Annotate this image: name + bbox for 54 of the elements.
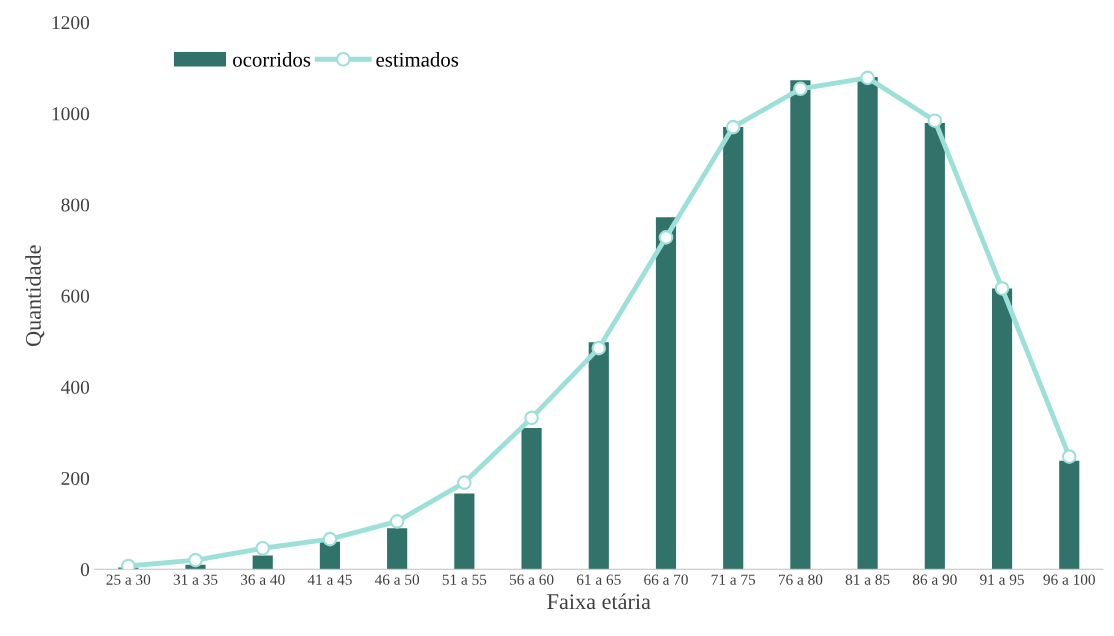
bar (655, 217, 677, 570)
bar (790, 80, 811, 570)
legend-label: estimados (376, 52, 459, 67)
y-tick-label: 600 (61, 289, 90, 303)
point (591, 340, 607, 356)
x-tick-label: 31 a 35 (173, 574, 218, 585)
x-tick-label: 66 a 70 (644, 574, 688, 585)
point (658, 230, 674, 245)
y-tick-label: 400 (61, 380, 90, 394)
x-axis-title: Faixa etária (547, 593, 651, 610)
point (121, 558, 136, 570)
y-tick-label: 800 (61, 198, 90, 212)
bar (454, 493, 475, 570)
bar (319, 541, 341, 570)
bar (387, 528, 408, 570)
y-tick-label: 200 (61, 471, 90, 485)
bar (521, 427, 542, 570)
y-tick-label: 1200 (52, 16, 90, 30)
point (860, 70, 875, 86)
point (1061, 449, 1077, 464)
x-tick-label: 86 a 90 (912, 574, 957, 585)
x-tick-label: 61 a 65 (576, 574, 621, 585)
point (389, 514, 405, 529)
point (322, 531, 338, 547)
x-tick-label: 71 a 75 (711, 574, 756, 585)
point (457, 475, 472, 490)
bar (924, 122, 945, 570)
x-tick-label: 41 a 45 (307, 574, 352, 585)
point (793, 81, 808, 97)
bar (723, 127, 744, 570)
bar (857, 76, 878, 570)
x-tick-label: 96 a 100 (1043, 574, 1095, 585)
x-tick-label: 81 a 85 (845, 574, 890, 585)
bar (1059, 460, 1080, 570)
point (188, 552, 203, 568)
y-tick-label: 0 (80, 563, 90, 577)
x-tick-label: 91 a 95 (980, 574, 1024, 585)
bar (991, 288, 1013, 570)
y-axis-title: Quantidade (25, 245, 45, 347)
legend-label: ocorridos (233, 52, 311, 67)
x-tick-label: 36 a 40 (240, 574, 285, 585)
point (994, 281, 1010, 296)
x-tick-label: 46 a 50 (374, 574, 420, 585)
point (255, 540, 271, 556)
x-tick-label: 25 a 30 (106, 574, 151, 585)
bar (588, 342, 609, 570)
x-tick-label: 51 a 55 (442, 574, 487, 585)
bar (252, 555, 273, 570)
x-tick-label: 76 a 80 (778, 574, 823, 585)
x-tick-label: 56 a 60 (509, 574, 554, 585)
y-tick-label: 1000 (52, 107, 90, 121)
point (524, 410, 539, 426)
point (927, 113, 943, 128)
point (725, 119, 741, 135)
